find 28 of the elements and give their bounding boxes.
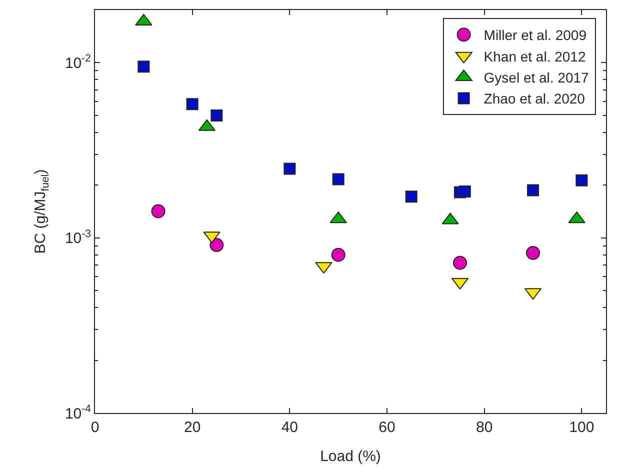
- y-tick-label: 10$^{-2}$: [64, 52, 92, 72]
- point: [458, 185, 471, 198]
- legend-label: Gysel et al. 2017: [484, 70, 590, 86]
- y-tick-label: 10$^{-4}$: [64, 402, 92, 422]
- point: [138, 60, 150, 73]
- point: [526, 246, 540, 260]
- legend-label: Zhao et al. 2020: [484, 90, 586, 107]
- x-tick-label: 20: [184, 419, 201, 436]
- y-tick-label: 10$^{-3}$: [64, 228, 92, 248]
- point: [576, 174, 588, 186]
- x-tick-label: 0: [90, 419, 100, 436]
- x-tick-label: 40: [281, 419, 298, 436]
- point: [527, 184, 539, 196]
- point: [453, 256, 467, 270]
- point: [186, 98, 198, 110]
- x-tick-label: 80: [476, 419, 493, 436]
- point: [405, 190, 418, 203]
- x-axis-title: Load (%): [320, 448, 381, 465]
- x-tick-label: 60: [378, 419, 396, 436]
- point: [284, 162, 296, 175]
- point: [210, 238, 224, 252]
- legend-label: Khan et al. 2012: [484, 48, 586, 64]
- point: [331, 248, 346, 262]
- point: [210, 109, 223, 122]
- point: [151, 204, 166, 218]
- legend-label: Miller et al. 2009: [484, 27, 587, 44]
- x-tick-label: 100: [569, 419, 594, 436]
- point: [332, 173, 344, 186]
